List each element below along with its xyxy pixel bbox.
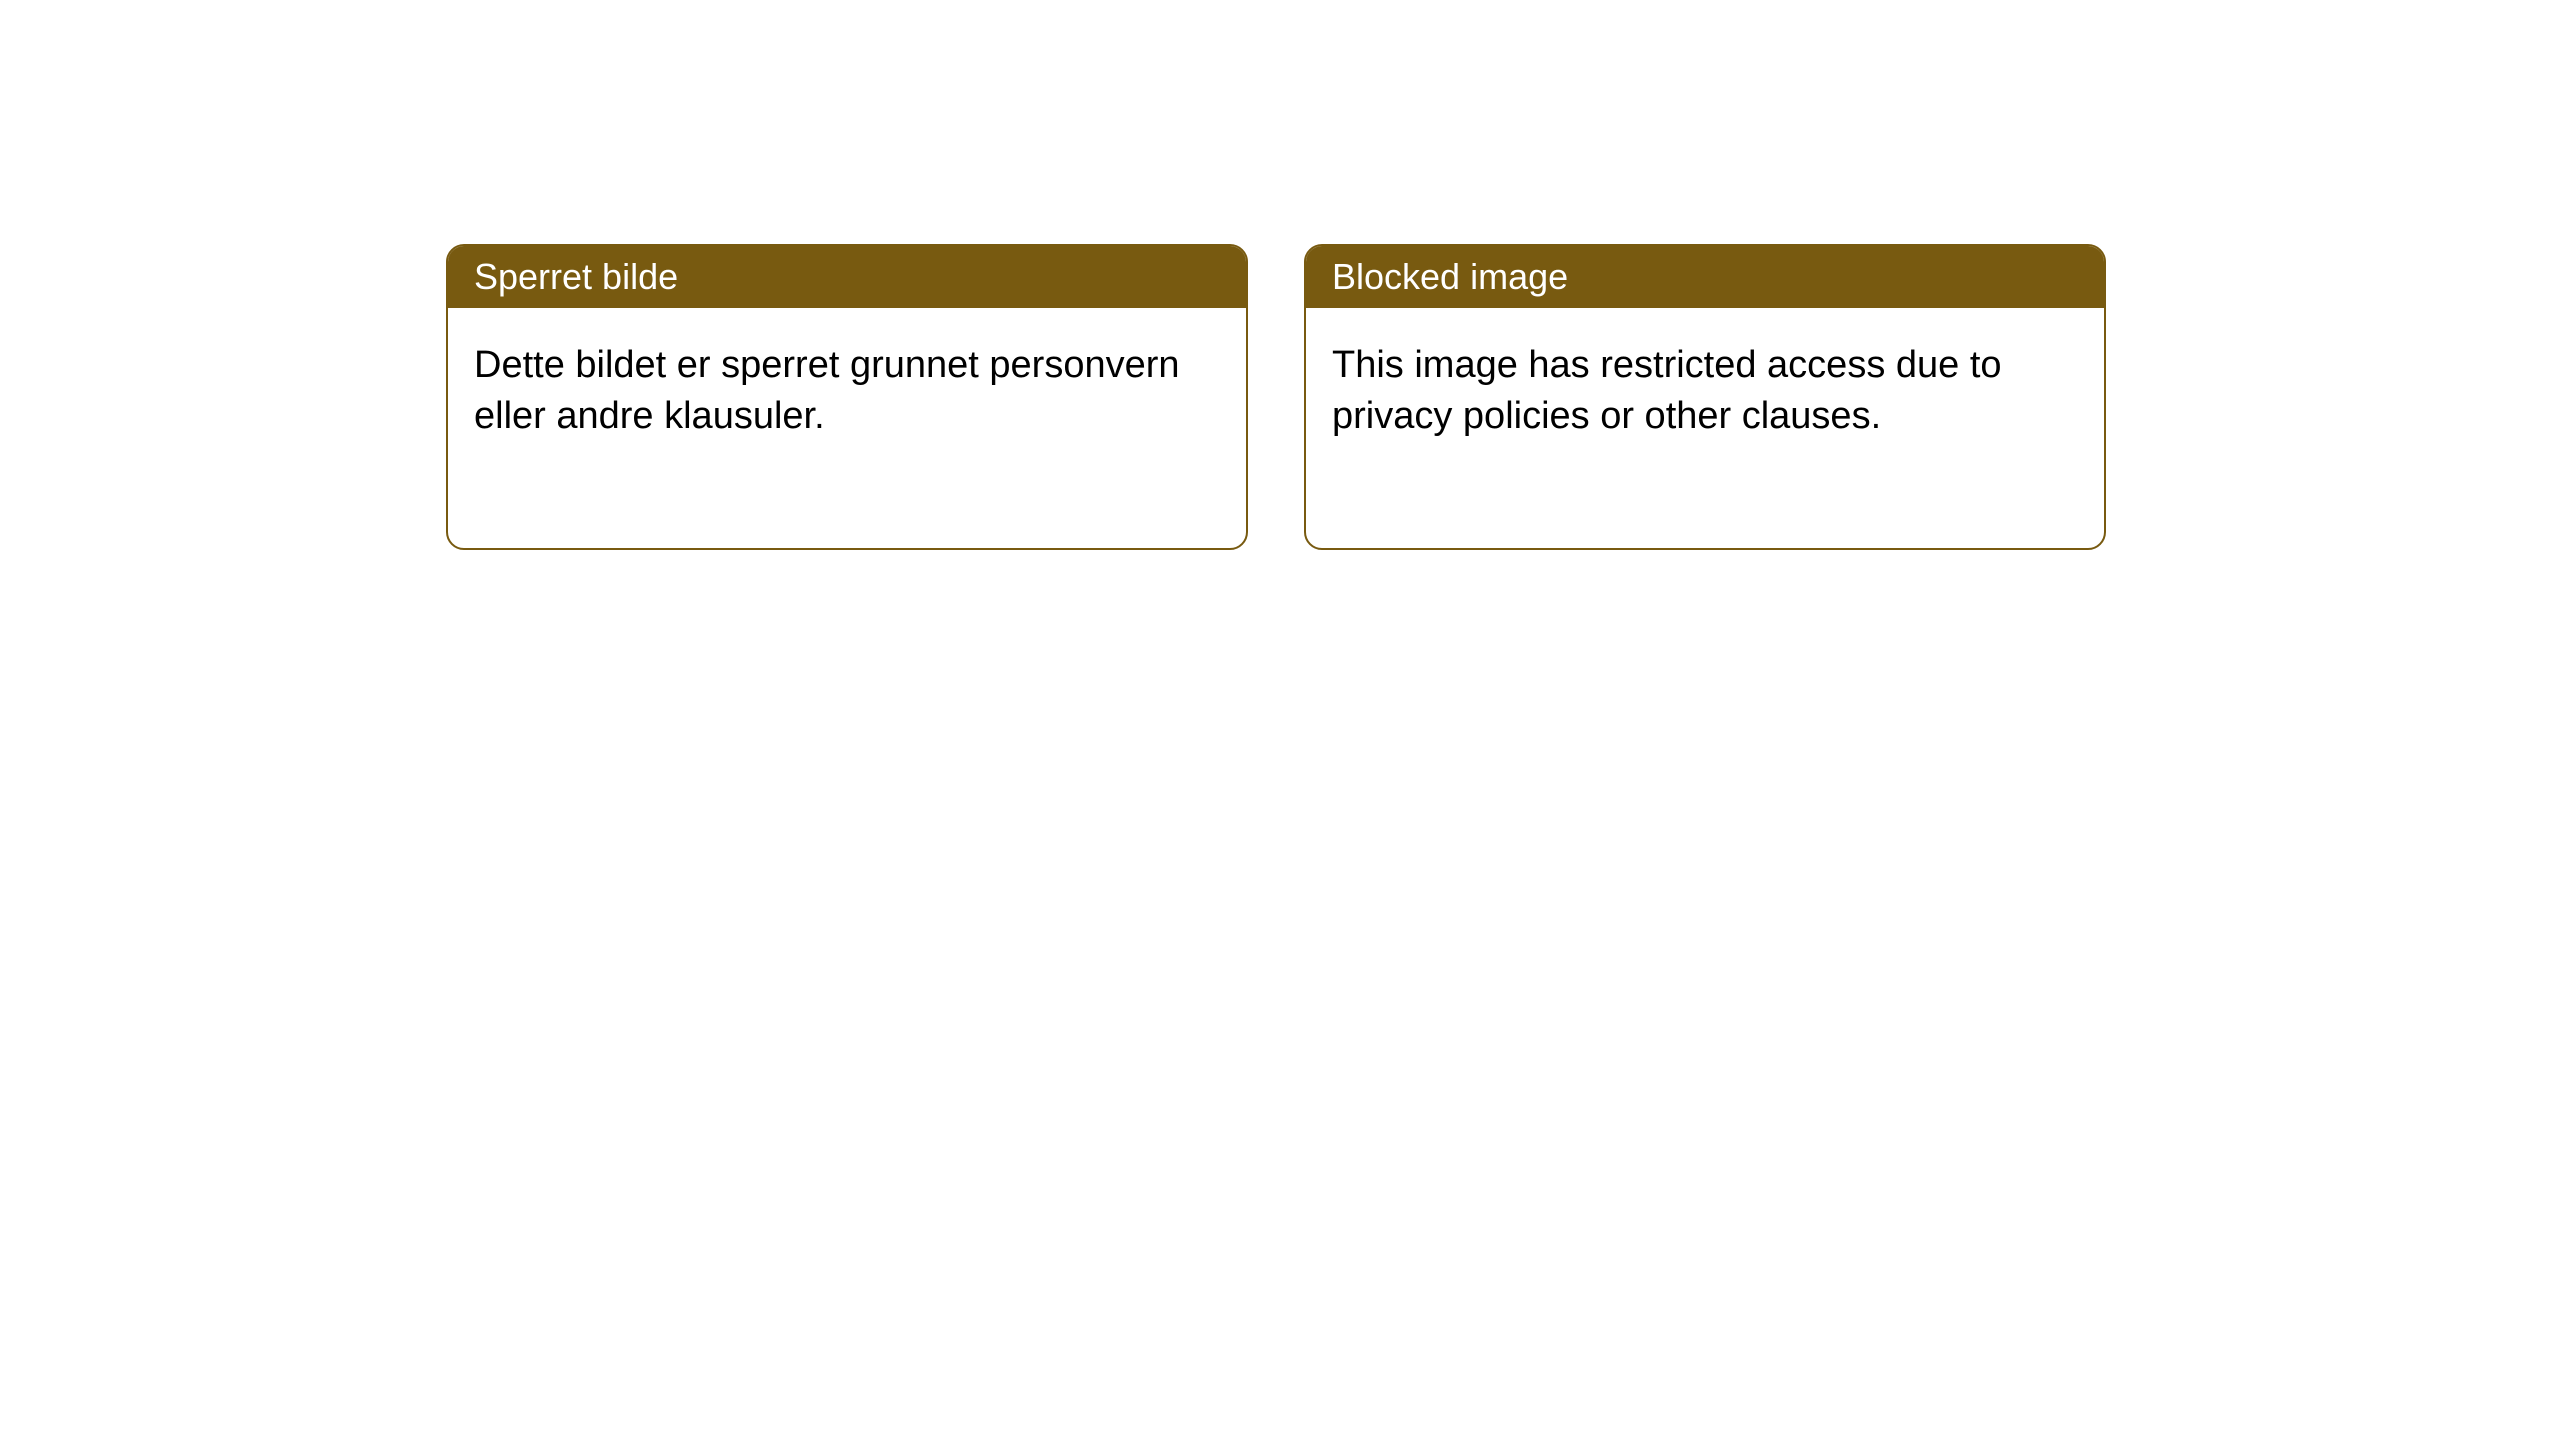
- notice-card-no: Sperret bilde Dette bildet er sperret gr…: [446, 244, 1248, 550]
- notice-title-en: Blocked image: [1306, 246, 2104, 308]
- notice-container: Sperret bilde Dette bildet er sperret gr…: [446, 244, 2106, 550]
- notice-body-en: This image has restricted access due to …: [1306, 308, 2104, 548]
- notice-body-no: Dette bildet er sperret grunnet personve…: [448, 308, 1246, 548]
- notice-title-no: Sperret bilde: [448, 246, 1246, 308]
- notice-card-en: Blocked image This image has restricted …: [1304, 244, 2106, 550]
